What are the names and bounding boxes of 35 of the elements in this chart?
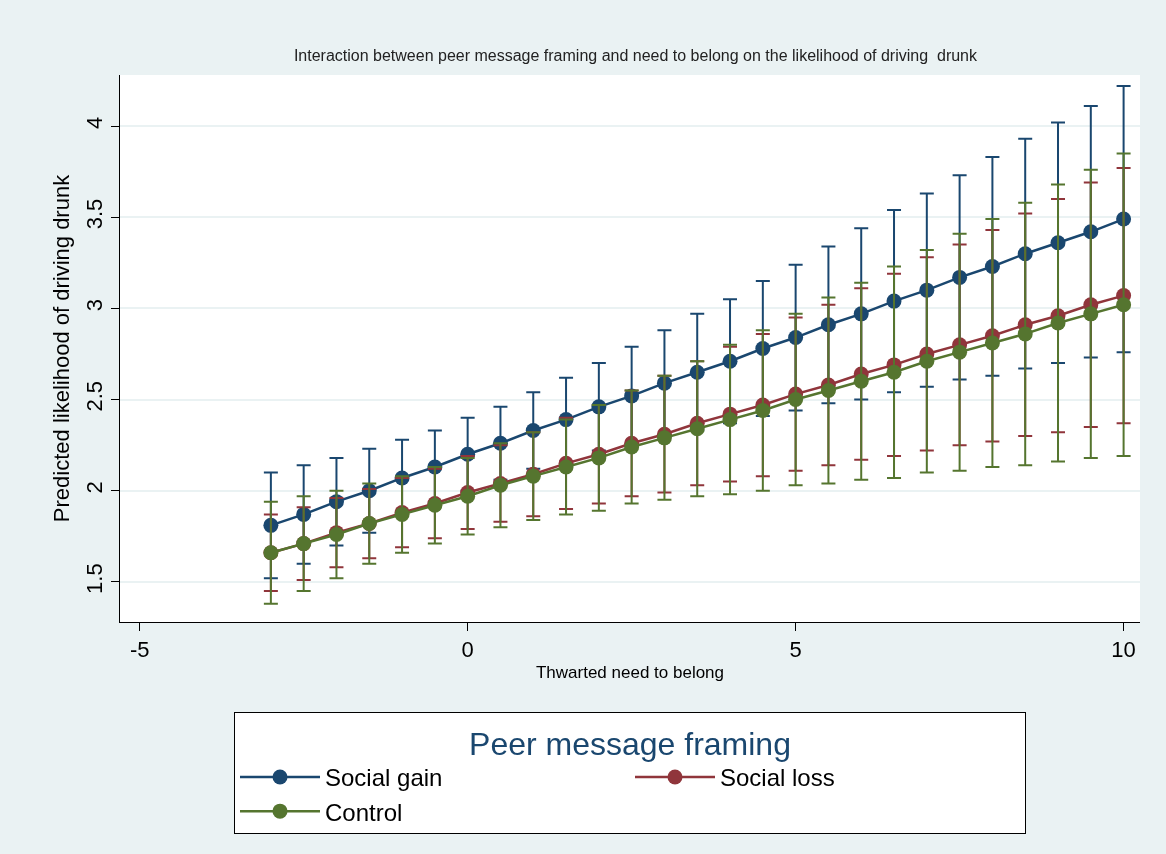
point — [755, 402, 771, 418]
x-tick-label: -5 — [129, 637, 150, 663]
y-tick-label: 3.5 — [82, 198, 108, 230]
point — [722, 412, 738, 428]
point — [1083, 306, 1099, 322]
point — [558, 459, 574, 475]
x-tick-label: 10 — [1111, 637, 1136, 663]
point — [820, 382, 836, 398]
point — [1017, 326, 1033, 342]
y-axis-title: Predicted likelihood of driving drunk — [49, 173, 74, 523]
chart-title: Interaction between peer message framing and need to belong on the likelihood of driving drunk — [293, 47, 979, 65]
point — [952, 344, 968, 360]
y-tick-label: 3 — [82, 298, 108, 312]
point — [886, 364, 902, 380]
point — [591, 450, 607, 466]
point — [624, 439, 640, 455]
point — [1116, 297, 1132, 313]
legend-label: Social gain — [325, 764, 443, 792]
x-tick-label: 5 — [789, 637, 802, 663]
x-axis-title: Thwarted need to belong — [535, 662, 725, 682]
y-tick-label: 2.5 — [82, 380, 108, 412]
point — [788, 392, 804, 408]
point — [689, 421, 705, 437]
y-tick-label: 1.5 — [82, 563, 108, 594]
point — [984, 335, 1000, 351]
legend-title: Peer message framing — [469, 725, 791, 762]
point — [1050, 315, 1066, 331]
y-tick-label: 4 — [82, 116, 108, 129]
point — [656, 430, 672, 446]
point — [853, 373, 869, 389]
point — [919, 353, 935, 369]
legend-label: Social loss — [720, 764, 835, 792]
legend-label: Control — [325, 798, 403, 826]
x-tick-label: 0 — [461, 637, 474, 663]
y-tick-label: 2 — [82, 481, 108, 494]
